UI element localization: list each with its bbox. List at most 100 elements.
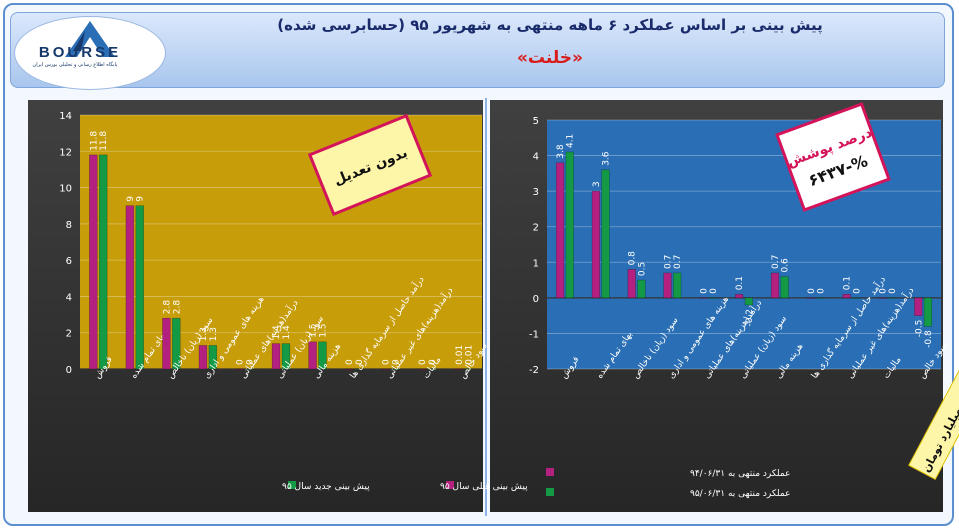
left-bar-2 — [391, 368, 400, 370]
right-bar-1 — [770, 272, 780, 299]
right-data-label: -0.2 — [745, 309, 755, 327]
left-bar-1 — [418, 368, 427, 370]
right-ytick-label: 1 — [533, 258, 539, 269]
right-bar-1 — [878, 297, 887, 299]
right-data-label: 3.8 — [556, 144, 566, 159]
left-bar-1 — [162, 317, 171, 370]
left-data-label: 2.8 — [172, 300, 182, 315]
left-bar-1 — [125, 205, 135, 370]
right-bar-1 — [627, 269, 636, 299]
right-bar-2 — [780, 276, 789, 299]
left-data-label: 0.01 — [465, 345, 475, 365]
right-bar-1 — [842, 293, 851, 299]
left-bar-1 — [381, 368, 390, 370]
left-bar-2 — [172, 317, 181, 370]
left-data-label: 1.3 — [199, 327, 209, 341]
right-data-label: -0.8 — [924, 330, 934, 348]
left-bar-2 — [135, 205, 144, 370]
right-bar-2 — [708, 297, 718, 299]
left-ytick-label: 10 — [59, 184, 72, 195]
right-data-label: 3.6 — [602, 151, 612, 166]
right-bar-1 — [735, 293, 744, 299]
left-ytick-label: 0 — [66, 365, 72, 376]
left-ytick-label: 4 — [66, 292, 72, 303]
left-bar-2 — [464, 368, 473, 370]
right-bar-1 — [914, 297, 923, 316]
logo-word: BOURSE — [38, 44, 122, 61]
left-bar-1 — [235, 368, 244, 370]
right-legend-swatch-1 — [546, 468, 554, 476]
left-bar-1 — [454, 368, 464, 370]
right-data-label: 0 — [878, 288, 888, 294]
right-legend-swatch-2 — [546, 488, 554, 496]
right-data-label: 0 — [852, 288, 862, 294]
right-ytick-label: 5 — [533, 116, 539, 127]
right-data-label: -0.5 — [914, 320, 924, 338]
right-data-label: 0.1 — [843, 276, 853, 290]
right-ytick-label: 4 — [533, 152, 539, 163]
right-bar-2 — [887, 297, 897, 299]
left-data-label: 1.5 — [309, 323, 319, 337]
logo-mark-icon — [65, 21, 115, 57]
left-bar-1 — [89, 154, 98, 370]
left-bar-2 — [98, 154, 108, 370]
left-legend-label-1: پیش بینی قبلی سال ۹۵ — [440, 482, 528, 492]
left-ytick-label: 6 — [66, 256, 72, 267]
right-data-label: 0 — [888, 288, 898, 294]
left-bar-2 — [281, 343, 291, 370]
left-bar-2 — [318, 341, 327, 370]
right-ytick-label: 3 — [533, 187, 539, 198]
right-bar-1 — [663, 272, 672, 299]
left-data-label: 0 — [392, 359, 402, 365]
right-ytick-label: -1 — [529, 329, 539, 340]
page-title: پیش بینی بر اساس عملکرد ۶ ماهه منتهی به … — [277, 16, 823, 34]
left-legend-swatch-1 — [446, 481, 454, 489]
left-data-label: 0 — [355, 359, 365, 365]
right-data-label: 0 — [816, 288, 826, 294]
left-ytick-label: 2 — [66, 329, 72, 340]
right-data-label: 0 — [699, 288, 709, 294]
right-bar-2 — [816, 297, 825, 299]
panel-divider — [485, 98, 487, 516]
left-bar-2 — [427, 368, 437, 370]
right-data-label: 4.1 — [566, 134, 576, 148]
right-legend-label-1: عملکرد منتهی به ۹۴/۰۶/۳۱ — [690, 469, 790, 479]
left-data-label: 2.8 — [162, 300, 172, 315]
left-data-label: 0 — [428, 359, 438, 365]
right-bar-2 — [744, 297, 753, 306]
right-legend-label-2: عملکرد منتهی به ۹۵/۰۶/۳۱ — [690, 489, 790, 499]
left-ytick-label: 14 — [59, 111, 72, 122]
right-data-label: 0.7 — [673, 255, 683, 269]
left-data-label: 0 — [236, 359, 246, 365]
right-data-label: 0.7 — [664, 255, 674, 269]
company-name: «خلنت» — [516, 48, 584, 68]
left-bar-2 — [354, 368, 364, 370]
left-bar-2 — [208, 345, 218, 370]
left-data-label: 1.3 — [209, 327, 219, 341]
right-bar-2 — [852, 297, 861, 299]
logo-subtitle: پایگاه اطلاع رسانی و تحلیلی بورس ایران — [32, 62, 118, 68]
left-bar-1 — [198, 345, 208, 370]
right-bar-1 — [591, 190, 601, 299]
right-bar-1 — [699, 297, 708, 299]
left-ytick-label: 12 — [59, 147, 72, 158]
left-bar-1 — [308, 341, 317, 370]
right-bar-2 — [637, 279, 646, 299]
left-bar-2 — [245, 368, 254, 370]
left-data-label: 0 — [382, 359, 392, 365]
left-data-label: 9 — [136, 196, 146, 202]
right-bar-2 — [565, 151, 574, 299]
left-data-label: 9 — [126, 196, 136, 202]
left-data-label: 0 — [345, 359, 355, 365]
right-bar-2 — [923, 297, 933, 327]
right-data-label: 3 — [592, 181, 602, 187]
bourse-logo — [14, 16, 166, 90]
left-bar-1 — [344, 368, 354, 370]
right-bar-1 — [555, 162, 565, 299]
right-data-label: 0.8 — [628, 251, 638, 266]
left-data-label: 1.4 — [282, 325, 292, 340]
right-bar-2 — [601, 169, 610, 299]
left-data-label: 0.01 — [455, 345, 465, 365]
